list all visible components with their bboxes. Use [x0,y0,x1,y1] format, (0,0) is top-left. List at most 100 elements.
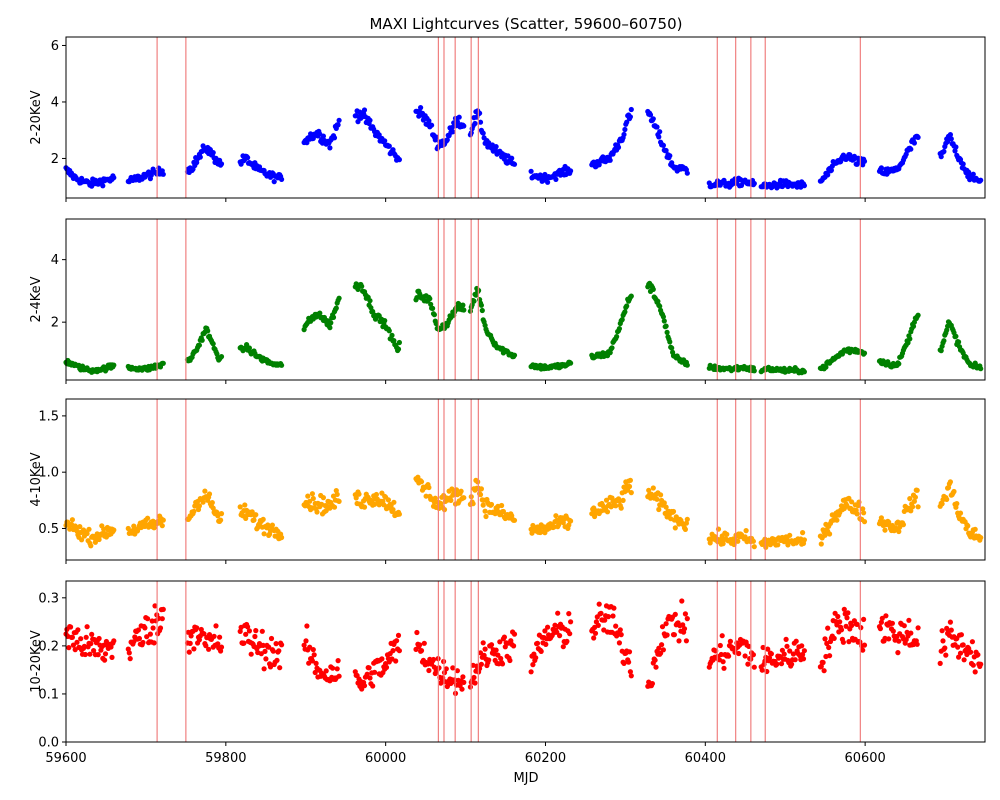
data-point [557,633,563,639]
data-point [616,640,623,646]
data-point [667,339,673,345]
data-point [327,325,333,331]
data-point [386,143,392,149]
plot-frame [65,218,986,381]
data-point [528,168,534,174]
data-point [616,326,623,332]
data-point [568,168,574,174]
data-point [66,645,72,651]
data-point [718,651,724,658]
data-point [467,684,473,690]
data-point [854,511,860,517]
data-point [111,175,117,181]
data-point [450,129,456,135]
data-point [528,669,534,675]
data-point [336,673,342,679]
data-point [911,498,918,504]
data-point [210,505,216,511]
data-point [317,310,323,316]
data-point [598,610,604,616]
data-point [846,495,852,501]
data-point [947,619,954,625]
data-point [618,505,624,511]
data-point [751,664,757,670]
data-point [482,508,488,514]
data-point [480,640,486,646]
data-point [657,303,663,309]
data-point [970,171,976,177]
panel-1: 2 4 2-4KeV [29,218,986,384]
y-tick-label: 4 [51,95,59,110]
data-point [323,508,329,514]
data-point [361,107,368,113]
data-point [145,515,151,521]
data-point [75,627,81,633]
data-point [663,504,669,510]
data-point [954,501,960,507]
data-point [421,640,427,646]
data-point [799,643,805,649]
data-point [186,649,192,655]
data-point [746,643,752,650]
data-point [303,638,309,644]
data-point [194,625,200,631]
data-point [613,623,619,629]
data-point [217,634,223,640]
y-tick-label: 0.5 [38,522,59,537]
data-point [978,177,984,183]
data-point [359,283,365,289]
data-point [889,620,896,626]
data-point [301,642,307,648]
data-point [111,527,117,533]
data-point [603,497,610,503]
data-point [975,652,981,658]
data-point [391,499,397,505]
data-point [245,624,251,630]
x-axis-label: MJD [513,771,538,786]
data-point [952,148,958,154]
data-point [364,671,370,677]
data-point [100,183,106,189]
data-point [890,628,896,634]
data-point [69,517,75,523]
data-point [87,651,93,657]
data-point [721,665,727,671]
data-point [726,653,732,659]
data-point [604,509,611,515]
data-point [613,503,619,509]
y-tick-label: 6 [51,39,59,54]
data-point [831,635,837,642]
data-point [279,534,285,541]
data-point [610,613,616,619]
data-point [684,516,690,522]
data-point [684,170,690,176]
data-point [450,665,456,671]
data-point [886,636,892,642]
data-point [626,659,632,665]
data-point [545,624,551,630]
data-point [882,527,888,533]
data-point [614,334,620,340]
data-point [658,492,664,498]
data-point [218,648,224,654]
data-point [263,656,269,662]
data-point [82,651,88,658]
data-point [218,161,225,167]
data-point [443,666,449,672]
data-point [669,345,675,351]
data-point [372,669,378,675]
y-tick-label: 2 [51,316,59,331]
data-point [304,623,310,629]
data-point [655,298,661,304]
data-point [151,640,157,646]
data-point [267,664,274,670]
panel-3: 0.0 0.1 0.2 0.3 59600 59800 60000 60200 60400 606… [29,580,986,766]
data-point [454,668,460,674]
data-point [510,643,517,649]
data-point [735,538,741,544]
data-point [895,650,901,656]
data-point [568,360,574,366]
data-point [206,646,212,652]
data-point [844,615,850,621]
data-point [423,493,429,499]
